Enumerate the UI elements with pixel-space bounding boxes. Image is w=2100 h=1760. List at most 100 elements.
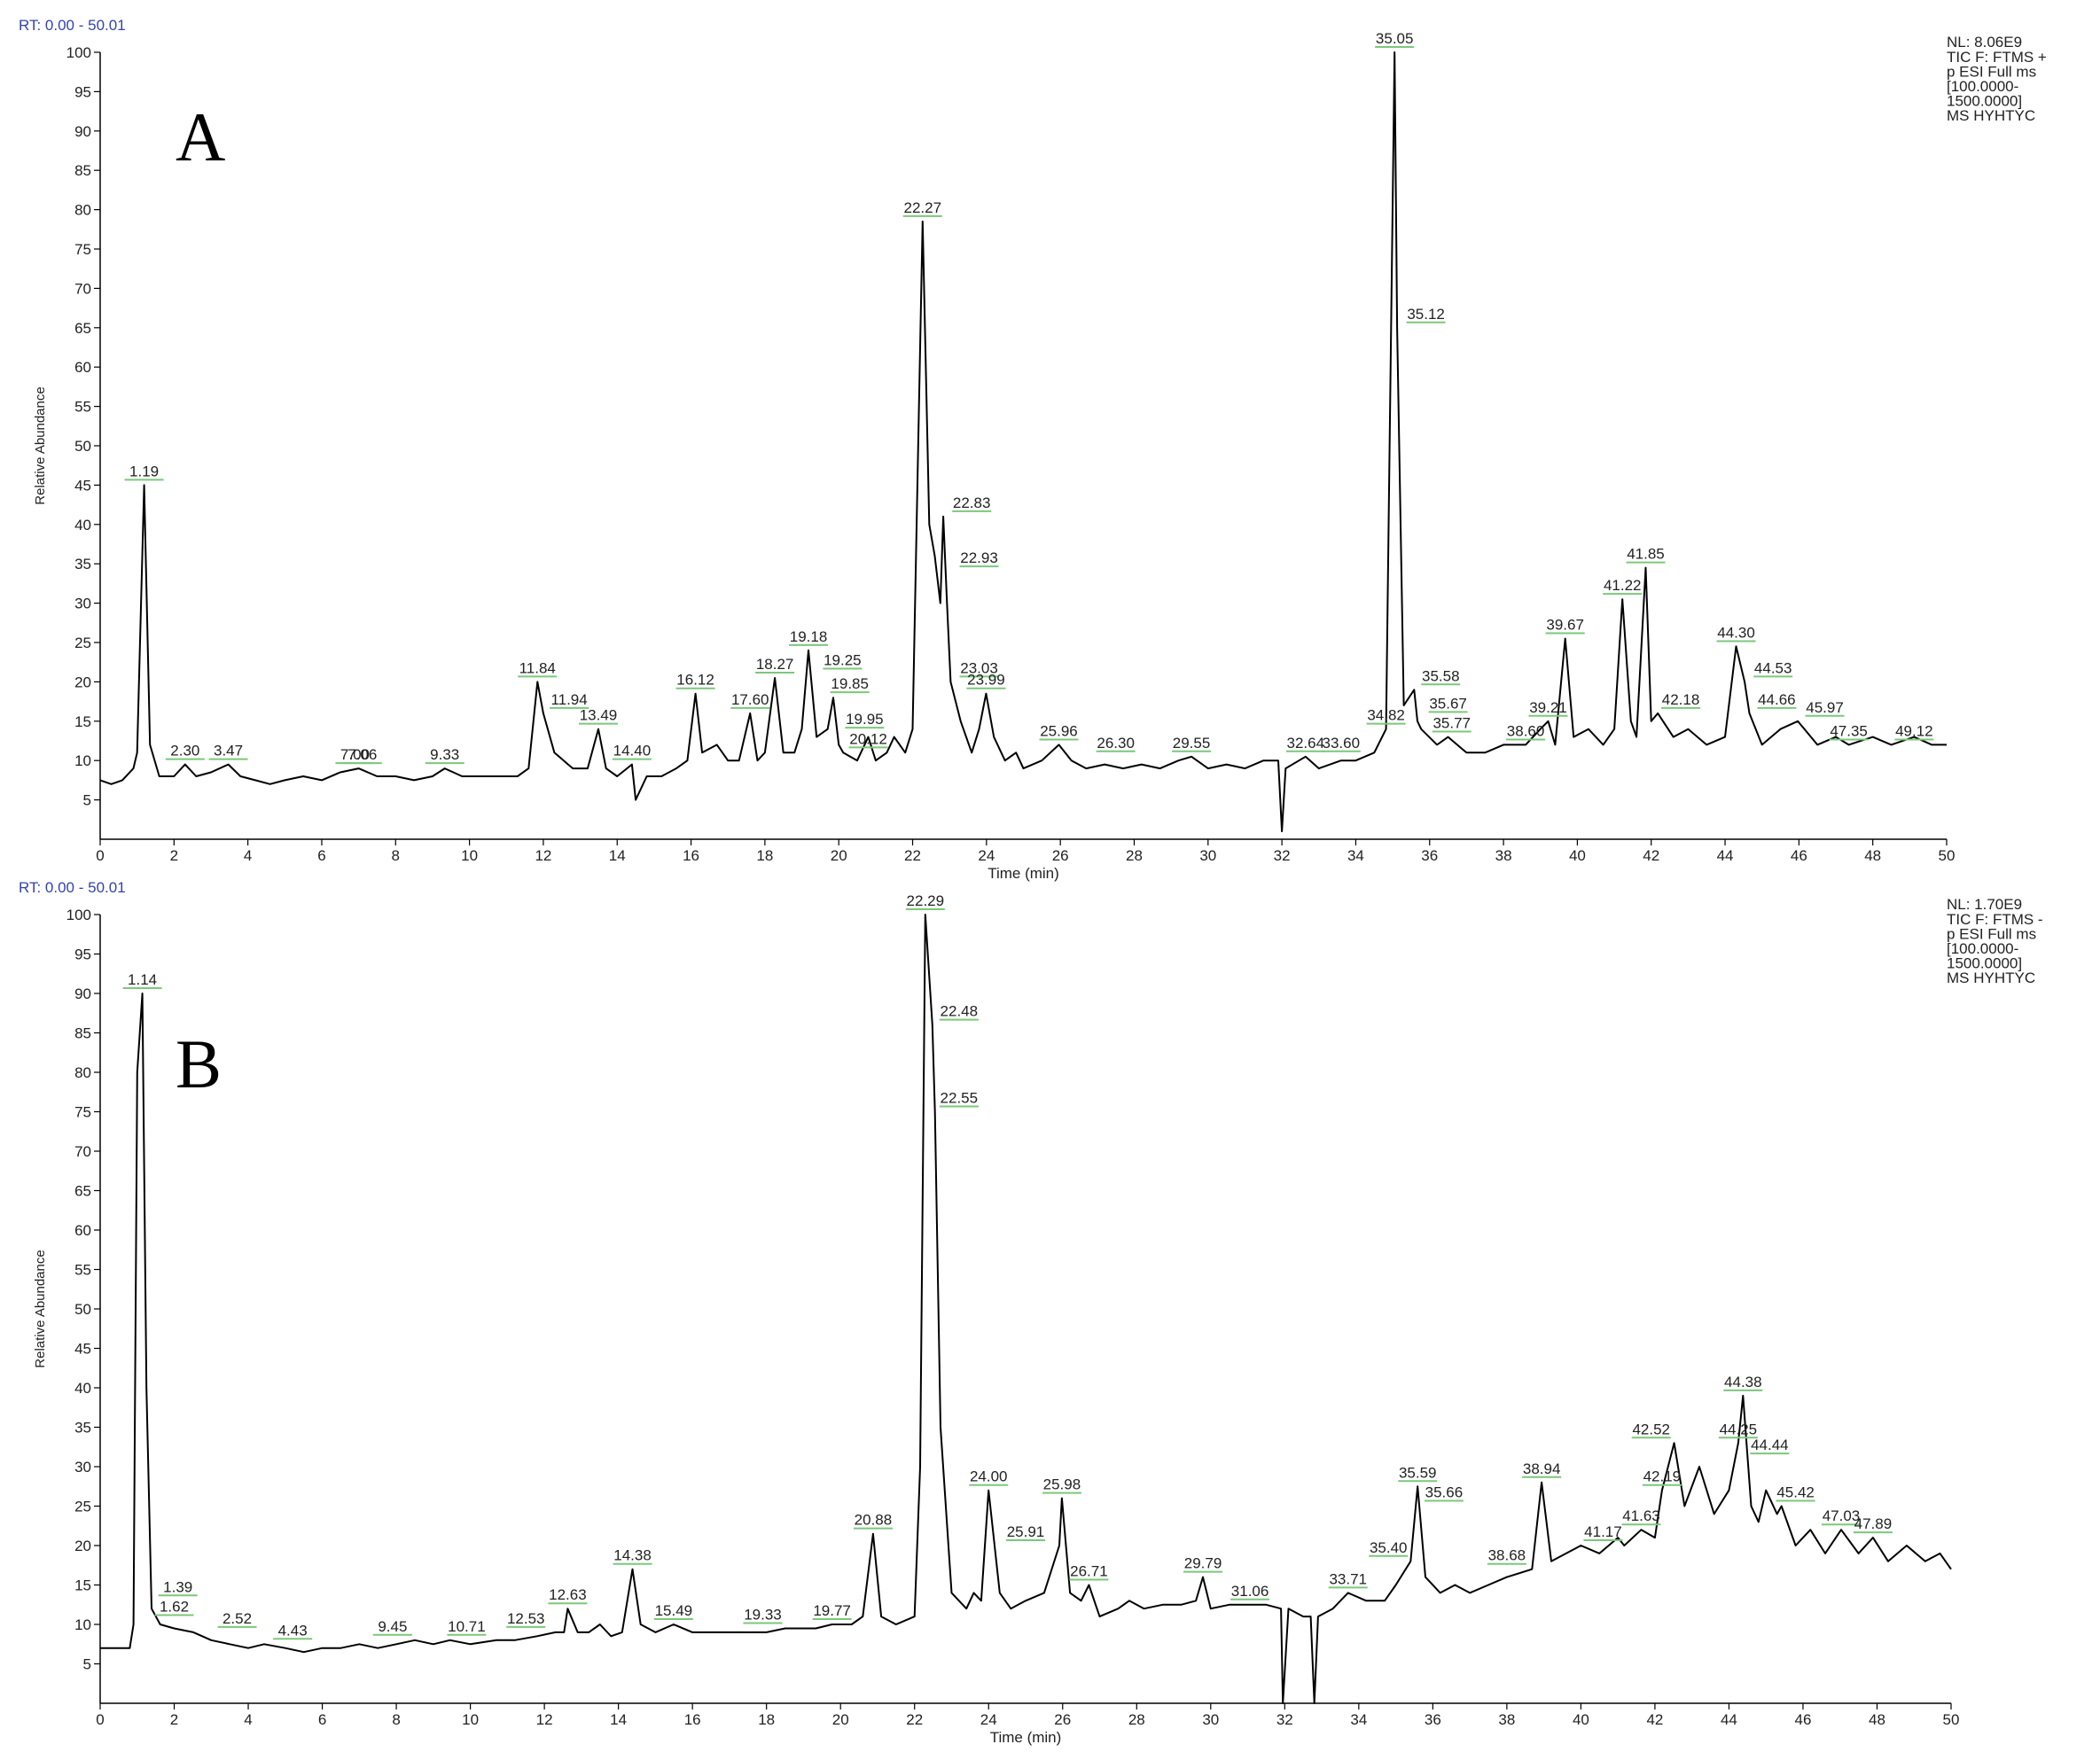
y-tick-label: 10 bbox=[74, 752, 91, 769]
peak-label: 1.14 bbox=[128, 971, 157, 988]
x-tick-label: 48 bbox=[1869, 1711, 1885, 1728]
trace bbox=[100, 914, 1952, 1704]
x-tick-label: 16 bbox=[684, 1711, 701, 1728]
y-tick-label: 40 bbox=[74, 517, 91, 533]
peak-label: 42.18 bbox=[1662, 691, 1700, 708]
peak-label: 38.60 bbox=[1507, 722, 1545, 739]
peak-label: 2.52 bbox=[222, 1610, 252, 1627]
x-tick-label: 26 bbox=[1054, 1711, 1071, 1728]
peak-label: 20.88 bbox=[855, 1512, 893, 1529]
y-tick-label: 90 bbox=[74, 985, 91, 1002]
peak-label: 41.85 bbox=[1627, 546, 1665, 563]
normalization-level: NL: 1.70E9 bbox=[1947, 896, 2022, 913]
peak-label: 24.00 bbox=[970, 1468, 1008, 1485]
x-tick-label: 4 bbox=[244, 847, 252, 864]
peak-label: 44.30 bbox=[1717, 624, 1755, 641]
peak-label: 14.40 bbox=[613, 743, 652, 759]
y-tick-label: 5 bbox=[83, 1656, 91, 1673]
peak-label: 4.43 bbox=[278, 1622, 308, 1639]
y-tick-label: 25 bbox=[74, 635, 91, 651]
y-tick-label: 55 bbox=[74, 399, 91, 416]
scan-info: p ESI Full ms bbox=[1947, 926, 2036, 943]
peak-label: 49.12 bbox=[1895, 722, 1933, 739]
peak-label: 17.60 bbox=[731, 691, 769, 708]
x-tick-label: 42 bbox=[1643, 847, 1659, 864]
peak-label: 1.62 bbox=[160, 1599, 189, 1616]
x-tick-label: 24 bbox=[978, 847, 995, 864]
scan-info: TIC F: FTMS + bbox=[1947, 49, 2047, 66]
x-tick-label: 18 bbox=[756, 847, 773, 864]
y-tick-label: 30 bbox=[74, 1459, 91, 1476]
peak-label: 19.18 bbox=[790, 628, 828, 645]
x-tick-label: 8 bbox=[392, 1711, 400, 1728]
peak-label: 7.06 bbox=[347, 746, 377, 763]
peak-label: 23.03 bbox=[960, 659, 998, 676]
peak-label: 39.21 bbox=[1529, 699, 1567, 716]
peak-label: 41.22 bbox=[1604, 577, 1642, 594]
y-tick-label: 30 bbox=[74, 596, 91, 612]
y-tick-label: 35 bbox=[74, 1420, 91, 1437]
panel-letter: B bbox=[176, 1025, 222, 1102]
x-tick-label: 10 bbox=[461, 847, 478, 864]
peak-label: 39.67 bbox=[1546, 617, 1584, 634]
peak-label: 47.03 bbox=[1823, 1507, 1861, 1524]
y-tick-label: 60 bbox=[74, 1222, 91, 1239]
x-tick-label: 22 bbox=[904, 847, 921, 864]
scan-info: [100.0000- bbox=[1947, 78, 2018, 95]
peak-label: 35.40 bbox=[1370, 1539, 1408, 1556]
run-time-range: RT: 0.00 - 50.01 bbox=[19, 17, 126, 34]
peak-label: 33.71 bbox=[1329, 1570, 1367, 1587]
x-tick-label: 6 bbox=[317, 847, 325, 864]
peak-label: 22.29 bbox=[907, 892, 945, 909]
x-tick-label: 38 bbox=[1498, 1711, 1515, 1728]
peak-label: 35.77 bbox=[1433, 715, 1471, 732]
y-tick-label: 10 bbox=[74, 1616, 91, 1633]
y-tick-label: 70 bbox=[74, 280, 91, 297]
peak-label: 14.38 bbox=[613, 1547, 652, 1564]
x-tick-label: 22 bbox=[906, 1711, 923, 1728]
y-tick-label: 85 bbox=[74, 1025, 91, 1042]
trace bbox=[99, 51, 1947, 833]
peak-label: 47.35 bbox=[1830, 722, 1868, 739]
x-tick-label: 2 bbox=[170, 1711, 178, 1728]
x-tick-label: 40 bbox=[1573, 1711, 1589, 1728]
peak-label: 47.89 bbox=[1854, 1515, 1893, 1532]
peak-label: 1.39 bbox=[163, 1578, 192, 1595]
peak-label: 41.17 bbox=[1584, 1523, 1622, 1540]
x-tick-label: 34 bbox=[1347, 847, 1364, 864]
y-tick-label: 95 bbox=[74, 946, 91, 963]
peak-label: 10.71 bbox=[448, 1618, 486, 1635]
peak-label: 12.53 bbox=[507, 1610, 545, 1627]
peak-label: 11.84 bbox=[519, 659, 556, 676]
peak-label: 26.71 bbox=[1070, 1563, 1108, 1580]
x-tick-label: 20 bbox=[831, 847, 847, 864]
x-tick-label: 50 bbox=[1943, 1711, 1960, 1728]
y-tick-label: 80 bbox=[74, 1064, 91, 1081]
peak-label: 3.47 bbox=[214, 743, 243, 759]
x-tick-label: 44 bbox=[1721, 1711, 1737, 1728]
peak-label: 9.45 bbox=[378, 1618, 407, 1635]
peak-label: 42.19 bbox=[1643, 1468, 1682, 1485]
y-tick-label: 70 bbox=[74, 1143, 91, 1160]
peak-label: 35.58 bbox=[1422, 667, 1460, 684]
x-tick-label: 8 bbox=[392, 847, 400, 864]
peak-label: 41.63 bbox=[1622, 1507, 1660, 1524]
x-tick-label: 40 bbox=[1569, 847, 1586, 864]
peak-label: 13.49 bbox=[580, 707, 618, 724]
peak-label: 22.83 bbox=[953, 495, 991, 511]
peak-label: 33.60 bbox=[1323, 735, 1361, 752]
x-tick-label: 30 bbox=[1202, 1711, 1219, 1728]
peak-label: 44.66 bbox=[1758, 691, 1796, 708]
y-axis-title: Relative Abundance bbox=[33, 386, 48, 504]
peak-label: 38.68 bbox=[1488, 1547, 1526, 1564]
x-tick-label: 36 bbox=[1425, 1711, 1441, 1728]
x-axis-title: Time (min) bbox=[988, 865, 1059, 882]
y-tick-label: 5 bbox=[83, 792, 91, 809]
y-tick-label: 25 bbox=[74, 1499, 91, 1515]
y-axis-title: Relative Abundance bbox=[33, 1250, 48, 1367]
y-tick-label: 15 bbox=[74, 713, 91, 730]
y-tick-label: 100 bbox=[66, 907, 91, 923]
x-axis-title: Time (min) bbox=[990, 1729, 1062, 1746]
peak-label: 35.67 bbox=[1429, 695, 1467, 712]
